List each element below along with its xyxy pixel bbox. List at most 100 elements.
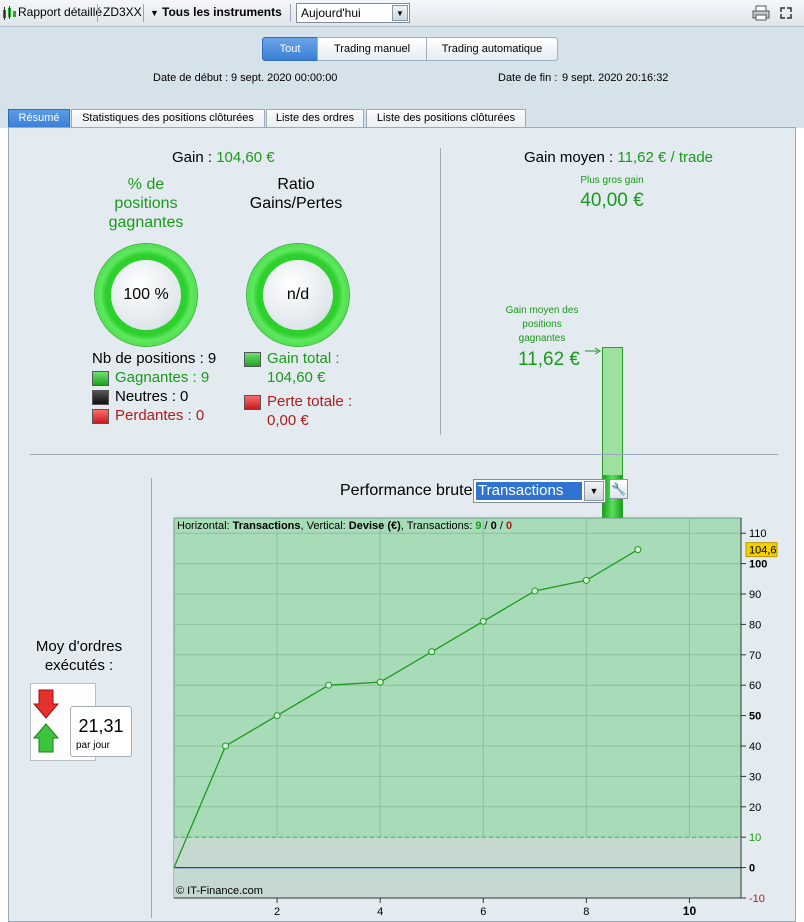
win-pct-gauge: 100 %: [95, 244, 197, 346]
orders-title: Moy d'ordres exécutés :: [19, 637, 139, 675]
grid: [174, 518, 741, 899]
info-vertical: Devise (€): [349, 520, 401, 532]
wrench-icon[interactable]: 🔧: [609, 479, 628, 499]
data-point: [222, 742, 230, 750]
data-point: [325, 681, 333, 689]
info-tx-win: 9: [475, 520, 481, 532]
x-tick-label: 2: [274, 906, 280, 918]
win-pct-title-line: gagnantes: [108, 214, 184, 231]
win-pct-title-line: positions: [114, 195, 178, 212]
avg-gain-row: Gain moyen : 11,62 € / trade: [524, 149, 713, 166]
win-pct-title: % de positions gagnantes: [96, 175, 196, 232]
toolbar-divider: [97, 4, 98, 22]
total-loss-label: Perte totale :: [267, 393, 353, 410]
printer-icon[interactable]: [752, 5, 770, 21]
gain-row: Gain : 104,60 €: [172, 149, 275, 166]
biggest-gain-label: Plus gros gain: [580, 175, 644, 186]
chart-axis-value: Transactions: [476, 482, 582, 500]
ratio-title: Ratio Gains/Pertes: [241, 175, 351, 213]
total-gain-value: 104,60 €: [267, 369, 326, 386]
ratio-gauge: n/d: [247, 244, 349, 346]
dropdown-caret-icon[interactable]: ▼: [150, 8, 159, 18]
win-pct-title-line: % de: [127, 176, 165, 193]
period-value: Aujourd'hui: [301, 6, 361, 20]
total-gain-swatch: [244, 352, 261, 367]
info-sep: /: [482, 520, 491, 532]
positions-count: Nb de positions : 9: [92, 350, 217, 367]
info-horizontal: Transactions: [233, 520, 301, 532]
ratio-value: n/d: [263, 260, 333, 330]
x-axis: 2 4 6 8 10: [174, 897, 741, 918]
total-loss-swatch: [244, 395, 261, 410]
orders-unit: par jour: [76, 740, 110, 751]
y-axis: -10 0 10 20 30 40 50 60 70 80 90 100 110 104,6: [740, 518, 778, 905]
winning-swatch: [92, 371, 109, 386]
info-prefix: Horizontal:: [177, 520, 233, 532]
biggest-gain-value: 40,00 €: [580, 190, 644, 211]
mode-manual-button[interactable]: Trading manuel: [317, 37, 427, 61]
section-divider: [151, 478, 152, 918]
mode-all-button[interactable]: Tout: [262, 37, 318, 61]
total-gain-label: Gain total :: [267, 350, 340, 367]
y-tick-label: -10: [749, 893, 765, 905]
y-tick-label: 70: [749, 650, 761, 662]
report-label[interactable]: Rapport détaillé: [18, 5, 103, 19]
info-mid: , Vertical:: [301, 520, 349, 532]
orders-value-box: 21,31 par jour: [70, 706, 132, 757]
tab-closed-stats[interactable]: Statistiques des positions clôturées: [71, 109, 265, 128]
account-label[interactable]: ZD3XX: [103, 5, 142, 19]
info-tx-loss: 0: [506, 520, 512, 532]
win-pct-value: 100 %: [111, 260, 181, 330]
orders-title-line: Moy d'ordres: [35, 638, 123, 655]
avg-win-label-line: gagnantes: [518, 333, 566, 344]
avg-win-label-line: Gain moyen des: [505, 305, 579, 316]
avg-gain-value: 11,62 € / trade: [617, 149, 714, 166]
orders-value: 21,31: [78, 716, 124, 736]
instruments-selector[interactable]: Tous les instruments: [162, 5, 282, 19]
tab-orders[interactable]: Liste des ordres: [266, 109, 364, 128]
y-tick-label: 60: [749, 680, 761, 692]
last-value-badge: [745, 542, 778, 558]
data-point: [273, 712, 281, 720]
x-tick-label: 4: [377, 906, 383, 918]
arrow-right-icon: [585, 344, 601, 355]
reference-lines: [174, 836, 741, 898]
y-tick-label: 50: [749, 711, 761, 723]
y-tick-label: 100: [749, 559, 767, 571]
x-tick-label: 10: [683, 904, 697, 918]
y-tick-label: 10: [749, 832, 761, 844]
chart-axis-select[interactable]: Transactions ▼: [473, 479, 606, 503]
avg-gain-label: Gain moyen :: [524, 149, 614, 166]
y-tick-label: 90: [749, 589, 761, 601]
maximize-icon[interactable]: [780, 7, 792, 19]
mode-auto-button[interactable]: Trading automatique: [426, 37, 558, 61]
losing-count: Perdantes : 0: [115, 407, 205, 424]
toolbar-divider: [143, 4, 144, 22]
chevron-down-icon[interactable]: ▼: [392, 5, 408, 21]
losing-swatch: [92, 409, 109, 424]
end-date-label: Date de fin :: [498, 72, 558, 84]
neutral-swatch: [92, 390, 109, 405]
x-tick-label: 6: [480, 906, 486, 918]
ratio-title-line: Gains/Pertes: [249, 195, 343, 212]
orders-title-line: exécutés :: [44, 657, 114, 674]
y-tick-label: 110: [749, 528, 767, 540]
data-point: [479, 617, 487, 625]
y-tick-label: 20: [749, 802, 761, 814]
data-point: [531, 587, 539, 595]
avg-win-label-line: positions: [522, 319, 562, 330]
tab-closed-positions[interactable]: Liste des positions clôturées: [366, 109, 526, 128]
toolbar-divider: [290, 4, 291, 22]
y-tick-label: 40: [749, 741, 761, 753]
gain-label: Gain :: [172, 149, 213, 166]
info-tx-neutral: 0: [491, 520, 497, 532]
series-line: [173, 546, 642, 868]
chevron-down-icon[interactable]: ▼: [584, 481, 604, 501]
candlestick-icon: [1, 6, 17, 21]
top-toolbar: Rapport détaillé ZD3XX ▼ Tous les instru…: [0, 0, 804, 27]
tab-summary[interactable]: Résumé: [8, 109, 70, 128]
total-loss-value: 0,00 €: [267, 412, 309, 429]
period-select[interactable]: Aujourd'hui ▼: [296, 3, 410, 23]
winning-count: Gagnantes : 9: [115, 369, 210, 386]
